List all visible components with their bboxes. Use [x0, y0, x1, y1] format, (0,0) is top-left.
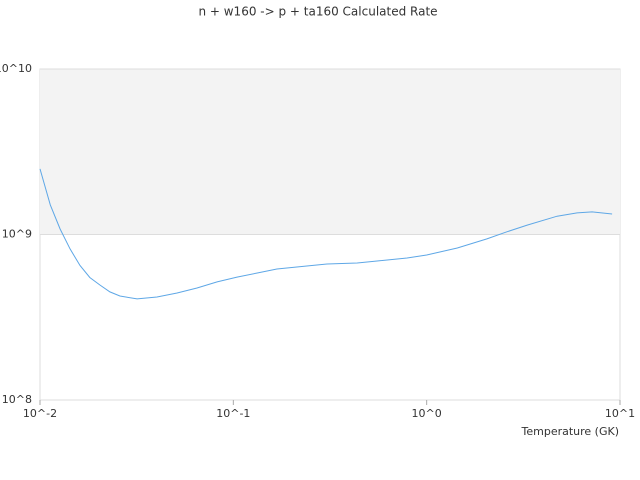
x-tick-label: 10^-2: [23, 407, 57, 420]
y-tick-label: 10^8: [2, 393, 32, 406]
x-tick-label: 10^-1: [216, 407, 250, 420]
grid-band: [40, 69, 620, 235]
x-axis-label: Temperature (GK): [521, 425, 620, 438]
y-tick-label: 10^9: [2, 228, 32, 241]
x-tick-label: 10^0: [412, 407, 442, 420]
line: [39, 168, 613, 300]
chart-title: n + w160 -> p + ta160 Calculated Rate: [198, 5, 437, 19]
y-tick-label: 10^10: [0, 62, 32, 75]
x-tick-label: 10^1: [605, 407, 635, 420]
